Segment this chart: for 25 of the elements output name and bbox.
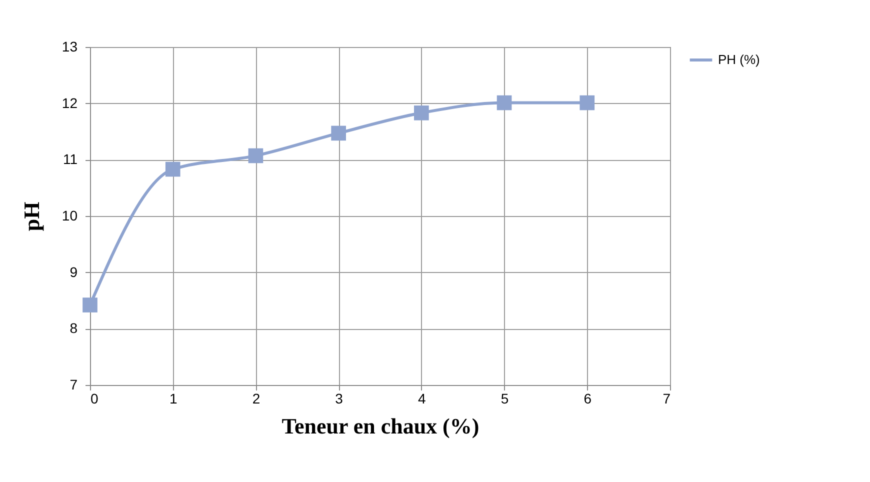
y-tick-label: 7 — [70, 376, 78, 392]
y-tick-label: 9 — [70, 264, 78, 280]
x-tick-label: 3 — [335, 390, 344, 406]
x-tick-label: 0 — [90, 390, 98, 406]
y-tick-label: 10 — [62, 208, 78, 224]
y-tick-label: 12 — [62, 94, 78, 111]
x-tick-label: 5 — [500, 390, 509, 406]
y-tick-label: 13 — [62, 38, 78, 54]
y-tick-label: 8 — [70, 320, 78, 336]
legend-label: PH (%) — [718, 52, 760, 67]
point — [82, 298, 98, 312]
x-tick-label: 4 — [418, 390, 426, 406]
point — [580, 95, 595, 110]
x-tick-label: 6 — [584, 390, 592, 406]
point — [248, 148, 264, 164]
point — [331, 126, 346, 141]
point — [496, 95, 512, 110]
x-tick-label: 2 — [252, 390, 260, 406]
x-tick-label: 7 — [662, 390, 671, 406]
x-axis-title: Teneur en chaux (%) — [282, 414, 480, 438]
y-tick-label: 11 — [62, 151, 78, 168]
x-tick-label: 1 — [169, 390, 178, 406]
point — [414, 105, 429, 120]
y-axis-title: pH — [18, 202, 44, 232]
point — [165, 162, 180, 177]
